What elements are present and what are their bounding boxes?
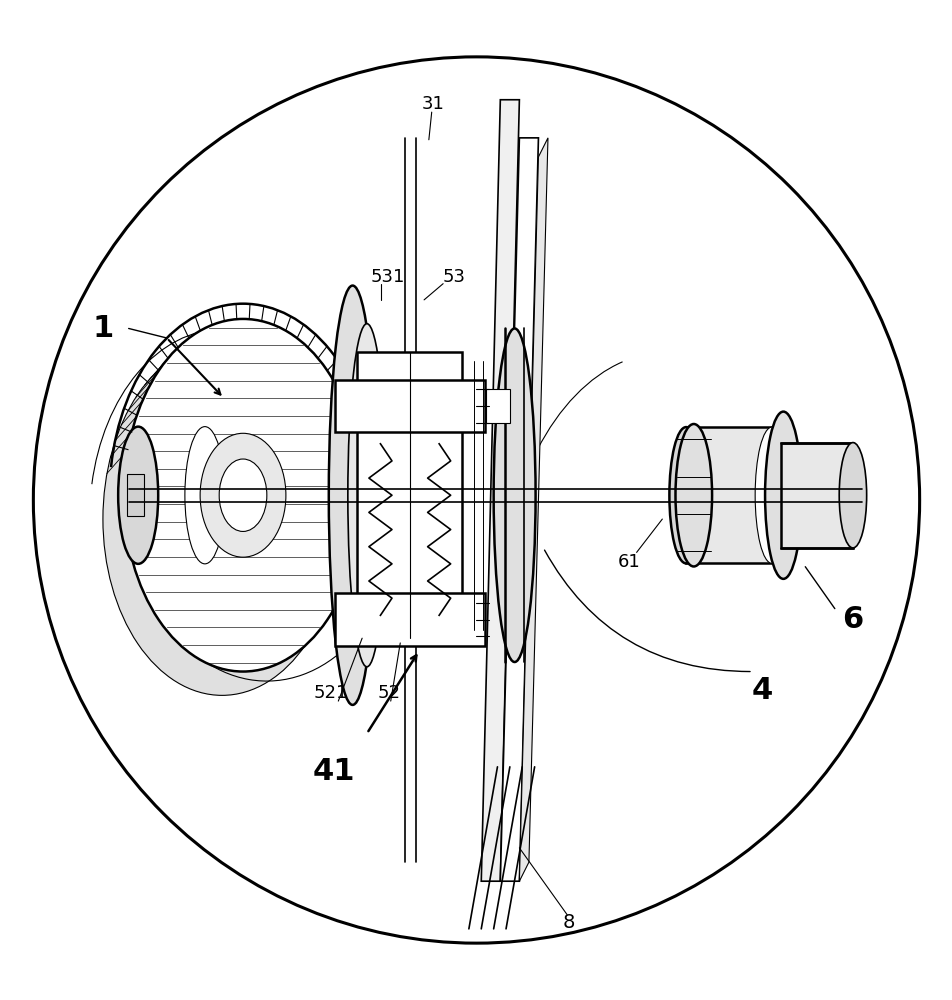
Text: 1: 1 [92,314,113,343]
Text: 53: 53 [442,268,465,286]
Circle shape [36,60,916,940]
Bar [334,380,485,432]
Text: 6: 6 [842,605,863,634]
Ellipse shape [668,427,703,563]
Circle shape [33,57,919,943]
Polygon shape [500,138,538,881]
Ellipse shape [839,443,865,548]
Ellipse shape [118,427,158,564]
Ellipse shape [754,427,788,563]
Bar [334,593,485,646]
Polygon shape [519,138,547,881]
Text: 4: 4 [751,676,772,705]
Ellipse shape [185,427,225,564]
Ellipse shape [328,286,376,705]
Ellipse shape [493,328,535,662]
Polygon shape [481,100,519,881]
Ellipse shape [103,343,341,695]
Text: 41: 41 [312,757,354,786]
Text: 52: 52 [377,684,400,702]
Bar [486,389,509,423]
Bar [781,443,852,548]
Ellipse shape [124,319,362,672]
Text: 8: 8 [563,913,574,932]
Bar [138,427,205,564]
Text: 61: 61 [617,553,640,571]
Bar [357,352,462,638]
Bar [685,427,771,563]
Ellipse shape [675,424,711,566]
Ellipse shape [200,433,286,557]
Text: 521: 521 [313,684,347,702]
Ellipse shape [347,324,386,667]
Text: 531: 531 [370,268,405,286]
Ellipse shape [764,412,801,579]
Text: 31: 31 [422,95,445,113]
Bar [127,474,144,516]
Ellipse shape [219,459,267,531]
